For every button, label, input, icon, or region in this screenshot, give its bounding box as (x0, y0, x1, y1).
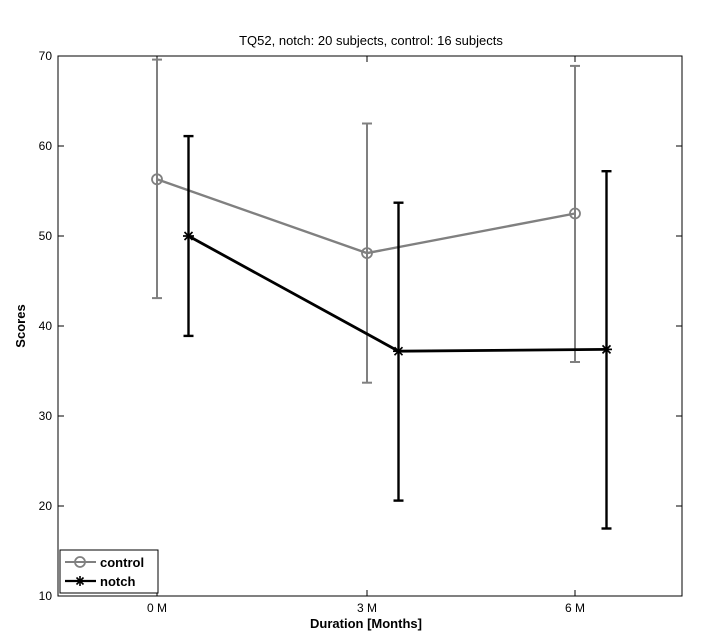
y-axis-ticks: 10 20 30 40 50 60 70 (39, 49, 682, 603)
series-control (151, 58, 581, 384)
y-tick-label: 50 (39, 229, 53, 243)
x-axis-ticks: 0 M 3 M 6 M (147, 56, 585, 615)
y-tick-label: 70 (39, 49, 53, 63)
data-point-notch (183, 230, 194, 242)
series-layer (151, 58, 612, 530)
chart-title: TQ52, notch: 20 subjects, control: 16 su… (239, 33, 503, 48)
legend-box (59, 549, 159, 594)
legend-notch-label: notch (100, 574, 135, 589)
x-tick-label: 6 M (565, 601, 585, 615)
y-tick-label: 20 (39, 499, 53, 513)
data-point-control (361, 247, 373, 260)
y-tick-label: 30 (39, 409, 53, 423)
y-tick-label: 60 (39, 139, 53, 153)
x-tick-label: 0 M (147, 601, 167, 615)
data-point-notch (393, 345, 404, 357)
x-axis-label: Duration [Months] (310, 616, 422, 631)
series-line-control (156, 178, 576, 255)
y-tick-label: 10 (39, 589, 53, 603)
legend-control-label: control (100, 555, 144, 570)
y-axis-label: Scores (13, 304, 28, 347)
legend: control notch (59, 549, 159, 594)
series-notch (183, 134, 612, 530)
y-tick-label: 40 (39, 319, 53, 333)
data-point-control (151, 173, 163, 186)
data-point-notch (601, 343, 612, 355)
legend-control-marker (74, 556, 86, 568)
legend-notch-marker (75, 576, 85, 586)
data-point-control (569, 207, 581, 220)
x-tick-label: 3 M (357, 601, 377, 615)
